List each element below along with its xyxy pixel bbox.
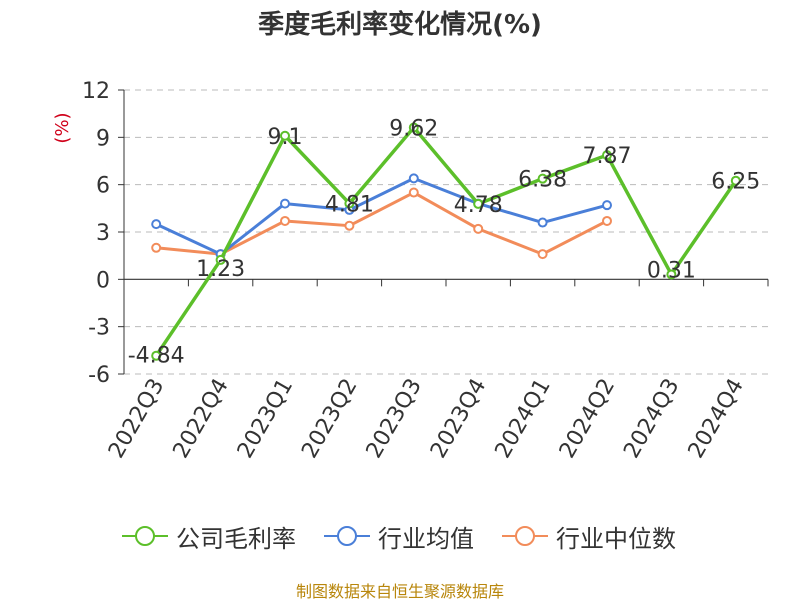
- x-tick-label: 2024Q2: [555, 375, 620, 463]
- data-point: [280, 198, 290, 209]
- data-point: [408, 187, 419, 198]
- data-point: [280, 215, 290, 226]
- y-axis-label: (%): [52, 112, 73, 143]
- legend-marker-industry-median: [502, 526, 548, 546]
- data-label: 0.31: [647, 258, 696, 283]
- series-line: [156, 191, 608, 256]
- y-tick-label: -6: [88, 363, 110, 388]
- data-label: 9.62: [389, 117, 438, 142]
- y-tick-label: 9: [96, 126, 110, 151]
- chart-title: 季度毛利率变化情况(%): [258, 10, 542, 40]
- data-point: [151, 242, 162, 253]
- data-point: [602, 215, 612, 226]
- series-layer: [151, 122, 741, 361]
- data-point: [473, 223, 484, 234]
- data-point: [730, 175, 741, 186]
- y-tick-label: 0: [96, 268, 110, 293]
- legend-marker-company: [122, 526, 168, 546]
- data-point: [537, 217, 548, 228]
- data-label-layer: -4.84 1.23 9.1 4.81 9.62 4.78 6.38 7.87 0.31 6.25: [128, 117, 761, 369]
- data-point: [344, 220, 355, 231]
- legend-label: 行业中位数: [556, 524, 676, 553]
- legend-marker-industry-mean: [324, 526, 370, 546]
- y-tick-label: 6: [96, 174, 110, 199]
- data-point: [666, 269, 677, 280]
- x-tick-label: 2023Q3: [362, 375, 427, 463]
- data-point: [344, 198, 355, 209]
- x-tick-label: 2023Q4: [426, 375, 491, 463]
- x-tick-label: 2023Q2: [297, 375, 362, 463]
- data-label: 4.81: [325, 192, 374, 217]
- data-label: 9.1: [268, 125, 303, 150]
- x-tick-label: 2024Q1: [490, 375, 555, 463]
- x-tick-label: 2024Q4: [684, 375, 749, 463]
- data-point: [215, 254, 226, 265]
- source-note: 制图数据来自恒生聚源数据库: [295, 582, 504, 601]
- data-label: 1.23: [196, 257, 245, 282]
- data-label: 6.25: [711, 170, 760, 195]
- data-label: 6.38: [518, 168, 567, 193]
- data-point: [408, 122, 419, 133]
- y-tick-label: 12: [82, 79, 110, 104]
- data-point: [408, 173, 419, 184]
- y-tick-label: -3: [88, 316, 110, 341]
- data-point: [537, 249, 548, 260]
- legend-label: 公司毛利率: [176, 524, 296, 553]
- data-point: [537, 173, 548, 184]
- legend-item-industry-median[interactable]: 行业中位数: [500, 520, 676, 553]
- y-tick-label: 3: [96, 221, 110, 246]
- data-point: [473, 198, 484, 209]
- x-tick-label: 2024Q3: [619, 375, 684, 463]
- grid-layer: [124, 89, 768, 375]
- x-tick-label: 2022Q3: [104, 375, 169, 463]
- data-point: [602, 150, 612, 161]
- data-label: 7.87: [583, 144, 632, 169]
- legend-item-company[interactable]: 公司毛利率: [120, 520, 296, 553]
- legend-item-industry-mean[interactable]: 行业均值: [322, 520, 474, 553]
- series-line: [154, 125, 738, 357]
- x-tick-label: 2022Q4: [168, 375, 233, 463]
- series-line: [155, 176, 608, 256]
- data-point: [151, 350, 162, 361]
- data-point: [602, 200, 612, 211]
- legend-label: 行业均值: [378, 524, 474, 553]
- data-point: [151, 219, 162, 230]
- x-tick-label: 2023Q1: [233, 375, 298, 463]
- data-label: 4.78: [454, 193, 503, 218]
- data-label: -4.84: [128, 344, 185, 369]
- data-point: [280, 130, 290, 141]
